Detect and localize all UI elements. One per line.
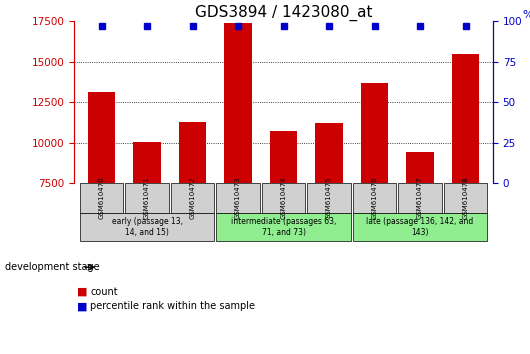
- Bar: [353, 183, 396, 213]
- Text: GSM610470: GSM610470: [99, 177, 104, 219]
- Bar: [134, 142, 161, 183]
- Text: GSM610476: GSM610476: [372, 177, 377, 219]
- Text: ■: ■: [77, 287, 87, 297]
- Text: development stage: development stage: [5, 262, 100, 272]
- Bar: [179, 121, 206, 183]
- Bar: [452, 53, 479, 183]
- Text: GSM610478: GSM610478: [463, 177, 469, 219]
- Bar: [80, 213, 214, 241]
- Text: GSM610475: GSM610475: [326, 177, 332, 219]
- Bar: [80, 183, 123, 213]
- Bar: [224, 23, 252, 183]
- Text: %: %: [522, 10, 530, 19]
- Text: early (passage 13,
14, and 15): early (passage 13, 14, and 15): [111, 217, 182, 236]
- Title: GDS3894 / 1423080_at: GDS3894 / 1423080_at: [195, 5, 372, 21]
- Bar: [270, 131, 297, 183]
- Bar: [353, 213, 488, 241]
- Text: late (passage 136, 142, and
143): late (passage 136, 142, and 143): [366, 217, 474, 236]
- Text: count: count: [90, 287, 118, 297]
- Bar: [171, 183, 214, 213]
- Text: GSM610474: GSM610474: [280, 177, 287, 219]
- Bar: [307, 183, 351, 213]
- Text: GSM610472: GSM610472: [190, 177, 196, 219]
- Bar: [407, 152, 434, 183]
- Text: intermediate (passages 63,
71, and 73): intermediate (passages 63, 71, and 73): [231, 217, 336, 236]
- Bar: [216, 213, 351, 241]
- Text: ■: ■: [77, 301, 87, 311]
- Bar: [125, 183, 169, 213]
- Text: GSM610473: GSM610473: [235, 177, 241, 219]
- Bar: [361, 83, 388, 183]
- Bar: [315, 123, 343, 183]
- Bar: [262, 183, 305, 213]
- Text: GSM610477: GSM610477: [417, 177, 423, 219]
- Text: GSM610471: GSM610471: [144, 177, 150, 219]
- Bar: [216, 183, 260, 213]
- Bar: [88, 92, 115, 183]
- Bar: [398, 183, 442, 213]
- Bar: [444, 183, 488, 213]
- Text: percentile rank within the sample: percentile rank within the sample: [90, 301, 255, 311]
